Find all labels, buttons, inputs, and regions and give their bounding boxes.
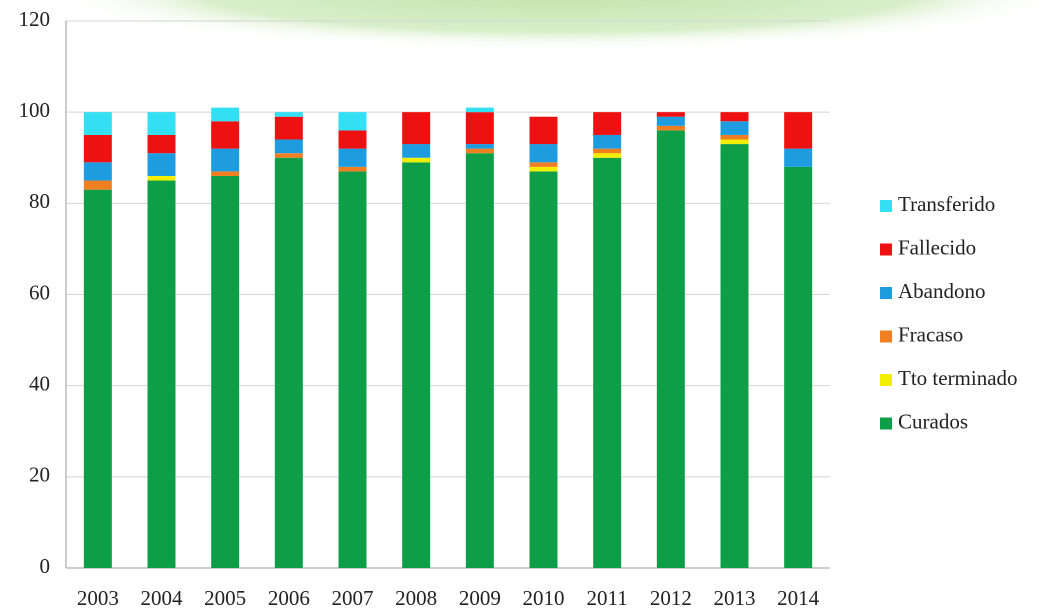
bar-segment [338,112,367,131]
bar-segment [593,112,622,135]
y-tick-label: 100 [19,98,51,122]
x-tick-label: 2010 [523,586,565,610]
bar-segment [465,112,494,145]
legend-swatch [880,243,892,256]
bar-segment [338,130,367,149]
x-tick-label: 2007 [332,586,374,610]
bar-segment [593,153,622,158]
bar-segment [593,157,622,568]
bar-segment [211,148,240,172]
y-tick-label: 20 [29,463,50,487]
bar-segment [274,153,303,158]
bar-segment [720,134,749,140]
bar-segment [83,189,112,569]
bar-segment [402,162,431,568]
y-tick-label: 0 [40,554,51,578]
x-tick-label: 2013 [714,586,756,610]
bar-segment [338,171,367,569]
x-tick-label: 2008 [395,586,437,610]
bar-segment [529,166,558,172]
plot-area: 0 20 40 60 80 100 120 2003 2004 2005 2006 2007 2008 2… [19,7,1018,610]
bar-segment [274,139,303,154]
legend-swatch [880,417,892,430]
bar-segment [402,112,431,145]
bar-segment [656,130,685,568]
bar-segment [211,171,240,176]
legend-swatch [880,287,892,299]
bar-segment [529,171,558,569]
bar-segment [147,175,176,181]
legend-label: Abandono [898,279,986,303]
y-tick-label: 40 [29,371,50,395]
bar-segment [338,166,367,172]
bar-segment [83,162,112,181]
bar-segment [720,144,749,568]
y-tick-label: 60 [29,280,50,304]
y-tick-label: 80 [29,189,50,213]
bar-segment [784,166,813,568]
bar-segment [274,157,303,568]
bar-segment [211,121,240,149]
bar-segment [338,148,367,167]
bar-segment [720,121,749,135]
bar-segment [465,144,494,149]
bar-segment [529,116,558,145]
legend-label: Fallecido [898,235,976,259]
bar-segment [211,175,240,568]
legend-label: Tto terminado [898,366,1018,390]
bar-segment [465,107,494,113]
bar-segment [211,107,240,122]
bar-segment [720,139,749,145]
bar-segment [529,144,558,163]
bar-segment [465,153,494,569]
bar-segment [656,125,685,131]
x-tick-label: 2011 [587,586,628,610]
legend-label: Curados [898,409,968,433]
decoration [47,0,1062,50]
bar-segment [147,153,176,176]
bar-segment [656,112,685,117]
legend-swatch [880,374,892,386]
bar-segment [784,112,813,149]
x-tick-label: 2003 [77,586,119,610]
x-tick-label: 2012 [650,586,692,610]
bar-segment [402,144,431,158]
bar-segment [274,112,303,117]
bar-segment [83,112,112,135]
bar-segment [593,134,622,149]
bar-segment [402,157,431,163]
bar-segment [147,180,176,568]
bar-segment [465,148,494,154]
legend-swatch [880,200,892,212]
bar-segment [147,134,176,154]
x-tick-label: 2006 [268,586,310,610]
bar-segment [529,162,558,167]
x-tick-label: 2009 [459,586,501,610]
bar-segment [720,112,749,122]
legend-swatch [880,330,892,343]
bar-segment [593,148,622,154]
x-tick-label: 2005 [204,586,246,610]
bar-segment [83,134,112,163]
bar-segment [83,180,112,190]
x-tick-label: 2014 [777,586,820,610]
y-tick-label: 120 [19,7,51,31]
x-tick-label: 2004 [141,586,184,610]
bar-segment [274,116,303,140]
bar-segment [147,112,176,135]
legend-label: Transferido [898,192,995,216]
bar-segment [656,116,685,126]
bar-segment [784,148,813,167]
legend-label: Fracaso [898,322,963,346]
